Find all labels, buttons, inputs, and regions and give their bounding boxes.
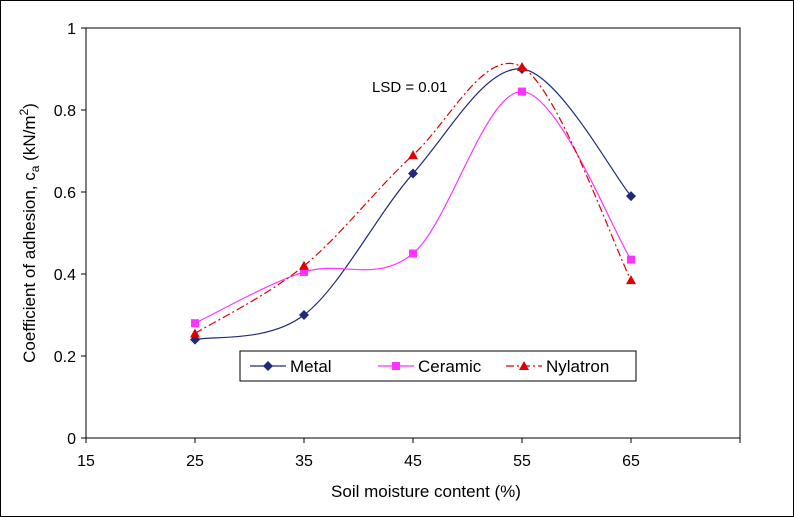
y-axis-ticks: 0 0.2 0.4 0.6 0.8 1 — [54, 21, 86, 448]
data-point-nylatron — [299, 260, 309, 270]
data-point-metal — [299, 310, 309, 320]
data-point-nylatron — [517, 61, 527, 71]
legend-marker-ceramic — [392, 362, 400, 370]
legend-box — [239, 350, 637, 382]
data-point-nylatron — [190, 328, 200, 338]
y-axis-title-subscript: a — [28, 165, 42, 172]
lsd-annotation: LSD = 0.01 — [372, 79, 447, 96]
y-tick-label: 1 — [67, 21, 76, 38]
x-tick-label: 55 — [513, 453, 531, 470]
y-axis-title-main: Coefficient of adhesion, c — [20, 172, 39, 363]
data-point-ceramic — [191, 319, 199, 328]
data-point-nylatron — [408, 150, 418, 160]
x-tick-label: 65 — [622, 453, 640, 470]
data-point-ceramic — [518, 87, 526, 96]
x-tick-label: 15 — [77, 453, 95, 470]
legend: Metal Ceramic Nylatron — [239, 350, 637, 382]
x-tick-label: 35 — [295, 453, 313, 470]
data-point-metal — [626, 191, 636, 202]
series-line-nylatron — [194, 62, 632, 334]
y-axis-title-unit-end: ) — [20, 103, 39, 109]
y-axis-title-superscript: 2 — [17, 109, 31, 116]
x-tick-label: 45 — [404, 453, 422, 470]
y-axis-title: Coefficient of adhesion, ca (kN/m2) — [17, 103, 42, 363]
x-axis-ticks: 15 25 35 45 55 65 — [77, 438, 741, 470]
x-tick-label: 25 — [186, 453, 204, 470]
y-tick-label: 0.6 — [54, 185, 76, 202]
series-markers — [190, 61, 636, 345]
data-point-ceramic — [409, 249, 417, 258]
series-line-ceramic — [194, 90, 632, 324]
legend-label-ceramic: Ceramic — [418, 357, 482, 376]
y-tick-label: 0.8 — [54, 103, 76, 120]
legend-marker-nylatron — [519, 361, 529, 370]
y-tick-label: 0.2 — [54, 349, 76, 366]
y-tick-label: 0.4 — [54, 267, 76, 284]
data-point-ceramic — [627, 255, 635, 264]
legend-marker-metal — [263, 361, 273, 371]
y-tick-label: 0 — [67, 431, 76, 448]
data-point-metal — [408, 168, 418, 179]
legend-label-metal: Metal — [290, 357, 332, 376]
data-point-ceramic — [300, 267, 308, 276]
y-axis-title-unit: (kN/m — [20, 116, 39, 166]
x-axis-title: Soil moisture content (%) — [331, 482, 521, 501]
data-point-nylatron — [626, 275, 636, 285]
legend-label-nylatron: Nylatron — [546, 357, 609, 376]
